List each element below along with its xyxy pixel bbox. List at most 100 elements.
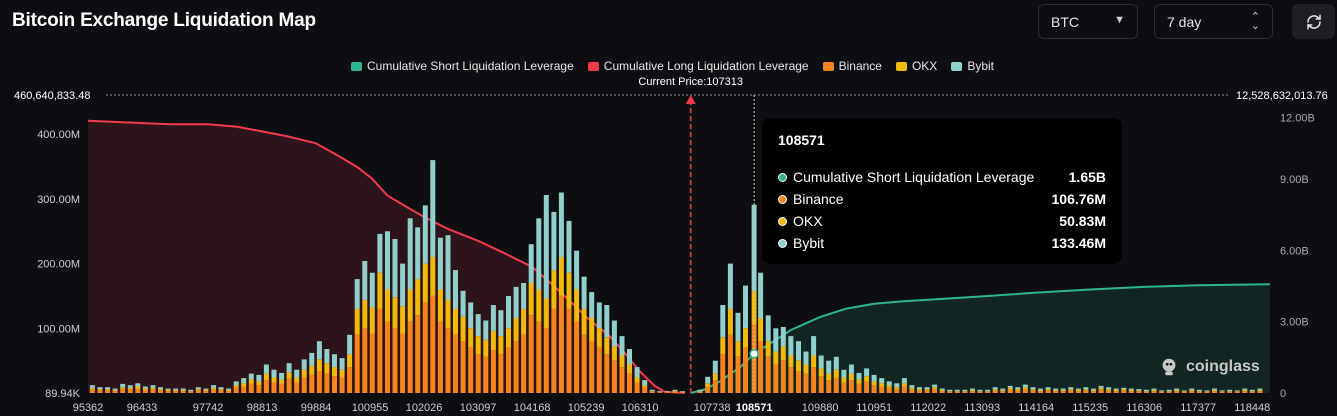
bar-okx (301, 369, 307, 378)
legend-item[interactable]: Cumulative Short Liquidation Leverage (350, 59, 574, 73)
x-tick-label: 95362 (73, 402, 104, 414)
bar-binance (932, 389, 938, 393)
bar-okx (1030, 389, 1036, 391)
bar-okx (566, 272, 572, 309)
bar-okx (142, 388, 148, 391)
bar-okx (437, 289, 443, 322)
bar-okx (788, 355, 794, 368)
bar-binance (392, 328, 398, 393)
bar-binance (150, 389, 156, 393)
bar-okx (105, 389, 111, 391)
bar-binance (818, 376, 824, 393)
bar-bybit (475, 314, 481, 337)
legend-label: Cumulative Long Liquidation Leverage (603, 59, 809, 73)
bar-bybit (445, 235, 451, 300)
bar-okx (680, 391, 685, 393)
bar-binance (917, 390, 922, 393)
bar-okx (977, 391, 983, 392)
bar-bybit (871, 374, 877, 382)
bar-binance (826, 380, 832, 393)
bar-bybit (1038, 388, 1043, 390)
bar-okx (97, 389, 103, 391)
legend-swatch (822, 61, 834, 71)
bar-okx (901, 383, 907, 387)
bar-bybit (894, 383, 900, 388)
bar-okx (271, 377, 277, 383)
legend-label: Bybit (967, 59, 994, 73)
bar-bybit (947, 389, 953, 392)
bar-okx (894, 387, 900, 390)
bar-okx (112, 389, 118, 392)
legend-item[interactable]: Cumulative Long Liquidation Leverage (587, 59, 809, 73)
bar-bybit (780, 327, 786, 347)
coin-select[interactable]: BTC ▼ (1038, 4, 1138, 39)
bar-binance (377, 308, 383, 393)
refresh-icon (1306, 14, 1321, 29)
bar-binance (339, 377, 345, 393)
bar-binance (1166, 391, 1172, 393)
bar-binance (226, 391, 232, 393)
bar-okx (1091, 389, 1096, 392)
left-top-label-bg (10, 86, 104, 104)
bar-bybit (415, 227, 421, 280)
refresh-button[interactable] (1292, 4, 1335, 39)
bar-binance (680, 392, 685, 393)
bar-binance (697, 391, 703, 393)
bar-binance (385, 321, 390, 393)
bar-binance (634, 382, 640, 393)
bar-bybit (758, 272, 764, 318)
bar-binance (445, 328, 451, 393)
bar-binance (841, 382, 847, 393)
bar-bybit (195, 387, 201, 390)
tooltip-series-name: Binance (793, 191, 844, 207)
bar-binance (1128, 391, 1134, 393)
bar-bybit (841, 369, 847, 378)
x-tick-label: 99884 (301, 402, 332, 414)
bar-okx (294, 377, 300, 383)
bar-okx (649, 391, 655, 392)
bar-bybit (917, 387, 922, 390)
bar-bybit (1022, 384, 1028, 388)
bar-okx (705, 383, 711, 387)
legend-swatch (951, 61, 963, 71)
x-tick-label: 114164 (1018, 402, 1054, 414)
current-price-arrow (685, 95, 696, 104)
bar-binance (604, 354, 610, 393)
bar-bybit (430, 160, 436, 258)
left-top-value-label: 460,640,833.48 (14, 90, 90, 102)
bar-binance (1151, 391, 1157, 393)
bar-binance (513, 341, 519, 393)
tooltip-series-name: Cumulative Short Liquidation Leverage (793, 169, 1035, 185)
bar-okx (165, 389, 171, 392)
bar-binance (400, 333, 406, 393)
legend-item[interactable]: Bybit (951, 59, 994, 73)
bar-binance (468, 347, 474, 393)
bar-okx (120, 387, 126, 390)
bar-bybit (528, 244, 534, 283)
bar-okx (826, 373, 832, 381)
bar-okx (263, 373, 269, 381)
bar-binance (977, 391, 983, 393)
bar-okx (1136, 390, 1142, 391)
bar-binance (460, 341, 466, 393)
bar-bybit (985, 389, 991, 392)
x-tick-label: 108571 (736, 402, 773, 414)
bar-bybit (1159, 390, 1165, 391)
legend-label: Binance (838, 59, 882, 73)
legend-label: Cumulative Short Liquidation Leverage (366, 59, 574, 73)
bar-bybit (1007, 385, 1013, 388)
right-top-value-label: 12,528,632,013.76 (1236, 90, 1328, 102)
bar-binance (1038, 391, 1043, 393)
bar-binance (811, 367, 817, 393)
bar-okx (1166, 391, 1172, 392)
range-select-value: 7 day (1167, 13, 1202, 30)
range-select[interactable]: 7 day ⌃ ⌄ (1154, 4, 1273, 39)
highlight-point (749, 349, 759, 359)
bar-bybit (773, 328, 779, 352)
bar-binance (848, 380, 854, 393)
bar-bybit (924, 387, 930, 390)
x-tick-label: 109880 (802, 402, 839, 414)
legend-item[interactable]: OKX (895, 59, 937, 73)
legend-item[interactable]: Binance (822, 59, 882, 73)
